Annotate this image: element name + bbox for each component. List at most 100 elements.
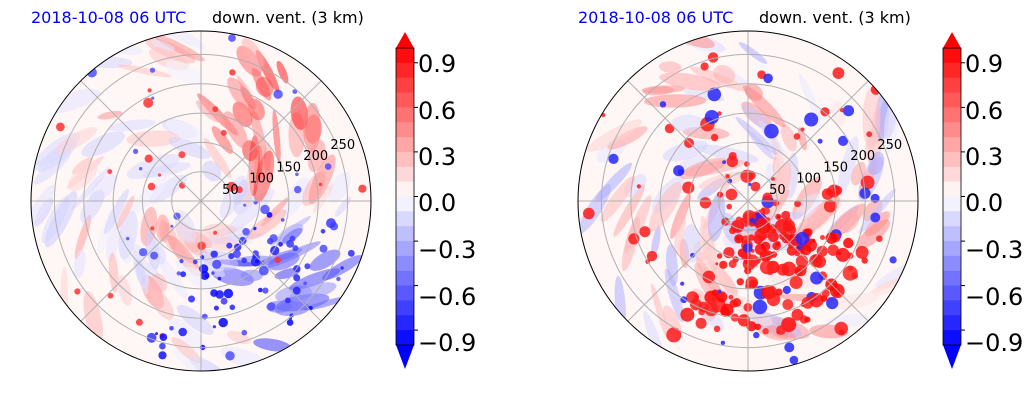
radial-tick-labels-right: 50 100 150 200 250: [769, 138, 902, 198]
field-cell: [243, 203, 247, 207]
radial-tick-label: 100: [249, 172, 274, 187]
field-patch: [175, 258, 212, 291]
field-cell: [763, 250, 774, 261]
field-patch: [864, 211, 891, 237]
angular-gridline: [627, 80, 749, 202]
field-cell: [150, 251, 159, 260]
field-cell: [358, 184, 367, 193]
colorbar-segment: [943, 122, 961, 138]
field-patch: [71, 156, 93, 175]
field-cell: [811, 238, 816, 243]
field-cell: [801, 296, 814, 309]
field-patch: [236, 45, 262, 77]
colorbar-segment: [943, 211, 961, 227]
field-cell: [763, 289, 767, 293]
polar-panel-left: 2018-10-08 06 UTC down. vent. (3 km) 50 …: [30, 8, 372, 372]
field-patch: [648, 182, 682, 232]
field-cell: [157, 173, 162, 177]
field-cell: [139, 248, 148, 257]
field-cell: [159, 342, 166, 350]
polar-grid-left: [31, 31, 371, 371]
field-cell: [107, 292, 114, 299]
field-patch: [272, 109, 281, 164]
field-patch: [288, 268, 341, 291]
field-cell: [748, 234, 755, 241]
field-cell: [318, 182, 323, 187]
field-cell: [274, 256, 282, 264]
field-patch: [659, 72, 721, 91]
field-patch: [168, 137, 211, 159]
field-cell: [832, 67, 845, 79]
radial-tick-label: 250: [877, 138, 902, 153]
field-patch: [607, 126, 648, 150]
field-patch: [67, 162, 98, 192]
panel-time-label: 2018-10-08 06 UTC: [31, 8, 186, 27]
field-cell: [267, 302, 276, 311]
field-cell: [147, 182, 156, 191]
field-cell: [147, 88, 152, 93]
field-cell: [720, 340, 726, 345]
field-patch: [650, 225, 661, 260]
field-cell: [273, 89, 283, 99]
field-cell: [719, 260, 728, 269]
colorbar-segment: [943, 48, 961, 64]
field-cell: [762, 328, 769, 335]
radial-tick-label: 250: [330, 138, 355, 153]
colorbar-segment: [396, 181, 414, 198]
field-cell: [782, 221, 793, 232]
field-cell: [838, 135, 849, 146]
field-cell: [870, 212, 881, 223]
field-cell: [770, 176, 775, 181]
colorbar-segment: [396, 77, 414, 94]
field-cell: [759, 260, 774, 275]
colorbar-tick-label: −0.9: [965, 329, 1023, 357]
field-cell: [235, 186, 243, 194]
field-patch: [108, 252, 119, 293]
field-cell: [278, 241, 283, 247]
colorbar-segment: [943, 92, 961, 108]
field-cell: [686, 291, 699, 304]
field-cell: [646, 250, 658, 262]
field-patch: [303, 296, 348, 311]
field-patch: [165, 119, 210, 145]
field-cell: [286, 319, 294, 326]
field-patch: [150, 39, 175, 51]
field-patch: [276, 60, 289, 84]
field-cell: [782, 285, 791, 295]
colorbar-tick-label: 0.9: [418, 50, 456, 78]
field-cell: [745, 276, 759, 290]
field-cell: [252, 250, 259, 257]
field-cell: [690, 252, 695, 258]
colorbar-segment: [943, 77, 961, 94]
field-cell: [763, 285, 777, 299]
field-patch: [595, 162, 633, 202]
field-cell: [126, 236, 130, 241]
field-cell: [258, 287, 263, 293]
field-cell: [725, 174, 730, 179]
field-patch: [586, 119, 643, 152]
radial-tick-label: 150: [823, 160, 848, 175]
field-patch: [33, 150, 72, 185]
field-patch: [241, 38, 265, 67]
field-cell: [826, 297, 839, 310]
field-cell: [789, 355, 799, 365]
field-patch: [81, 131, 125, 157]
field-cell: [583, 207, 595, 220]
field-patch: [289, 282, 337, 302]
field-patch: [613, 184, 646, 237]
field-cell: [285, 297, 291, 304]
field-cell: [74, 288, 81, 295]
panel-title: down. vent. (3 km): [759, 8, 911, 27]
plot-border-left: [30, 30, 372, 372]
field-patch: [664, 268, 684, 323]
colorbar-extend-max: [396, 32, 414, 48]
colorbar-segment: [396, 226, 414, 242]
field-cell: [866, 131, 873, 138]
field-cell: [176, 271, 181, 276]
field-cell: [720, 306, 730, 317]
field-cell: [226, 242, 233, 249]
field-cell: [821, 295, 828, 302]
colorbar-segment: [396, 62, 414, 79]
field-cell: [659, 101, 667, 108]
colorbar-segment: [943, 226, 961, 242]
